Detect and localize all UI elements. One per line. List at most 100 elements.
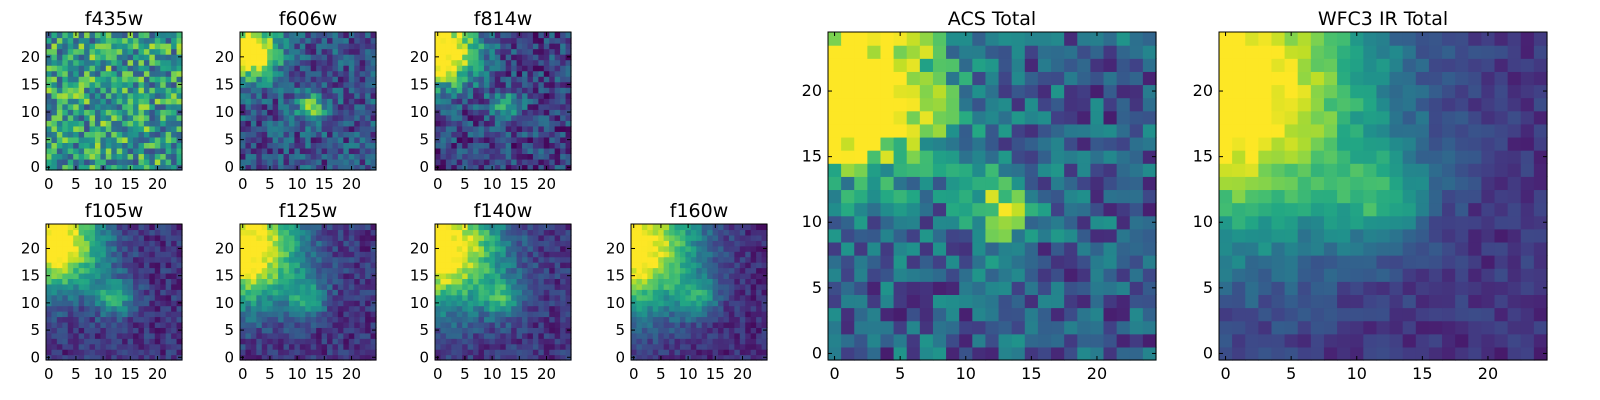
heatmap-cell bbox=[658, 262, 665, 269]
heatmap-cell bbox=[327, 229, 334, 236]
heatmap-cell bbox=[138, 262, 145, 269]
heatmap-cell bbox=[160, 316, 167, 323]
heatmap-cell bbox=[261, 234, 268, 241]
heatmap-cell bbox=[100, 76, 107, 83]
heatmap-cell bbox=[138, 147, 145, 155]
heatmap-cell bbox=[854, 281, 868, 295]
heatmap-cell bbox=[160, 283, 167, 290]
heatmap-cell bbox=[89, 327, 96, 334]
heatmap-cell bbox=[456, 267, 463, 274]
heatmap-cell bbox=[893, 346, 908, 361]
heatmap-cell bbox=[483, 136, 490, 143]
heatmap-cell bbox=[111, 142, 118, 149]
heatmap-cell bbox=[554, 70, 561, 77]
heatmap-cell bbox=[522, 229, 529, 236]
heatmap-cell bbox=[456, 32, 463, 39]
heatmap-cell bbox=[250, 316, 257, 323]
heatmap-cell bbox=[505, 164, 512, 171]
heatmap-cell bbox=[435, 267, 442, 274]
heatmap-cell bbox=[138, 43, 145, 50]
heatmap-cell bbox=[143, 332, 150, 339]
heatmap-cell bbox=[1103, 307, 1118, 322]
heatmap-cell bbox=[435, 98, 442, 105]
heatmap-cell bbox=[359, 272, 366, 279]
heatmap-cell bbox=[245, 37, 252, 44]
heatmap-cell bbox=[745, 354, 752, 361]
heatmap-cell bbox=[111, 305, 118, 312]
heatmap-cell bbox=[636, 311, 643, 318]
heatmap-cell bbox=[505, 109, 512, 116]
heatmap-cell bbox=[1129, 228, 1144, 243]
heatmap-cell bbox=[240, 305, 247, 312]
heatmap-cell bbox=[327, 158, 334, 166]
heatmap-cell bbox=[94, 158, 101, 166]
heatmap-cell bbox=[718, 327, 725, 334]
heatmap-cell bbox=[745, 327, 752, 334]
heatmap-cell bbox=[478, 349, 485, 356]
heatmap-cell bbox=[489, 332, 496, 339]
heatmap-cell bbox=[445, 109, 452, 116]
heatmap-cell bbox=[111, 283, 118, 290]
heatmap-cell bbox=[462, 272, 469, 279]
heatmap-cell bbox=[272, 267, 279, 274]
heatmap-cell bbox=[745, 234, 752, 241]
heatmap-cell bbox=[327, 349, 334, 356]
heatmap-cell bbox=[456, 300, 463, 307]
heatmap-cell bbox=[1090, 241, 1105, 256]
heatmap-cell bbox=[723, 321, 730, 328]
heatmap-cell bbox=[111, 125, 118, 132]
heatmap-cell bbox=[1064, 255, 1078, 269]
heatmap-cell bbox=[543, 43, 550, 50]
heatmap-cell bbox=[462, 300, 469, 307]
heatmap-cell bbox=[841, 202, 855, 217]
heatmap-cell bbox=[636, 289, 643, 296]
heatmap-cell bbox=[370, 98, 377, 105]
heatmap-cell bbox=[305, 109, 312, 116]
heatmap-cell bbox=[674, 267, 681, 274]
heatmap-cell bbox=[880, 333, 895, 348]
heatmap-cell bbox=[1037, 333, 1052, 348]
heatmap-cell bbox=[959, 189, 973, 204]
heatmap-cell bbox=[267, 70, 274, 77]
heatmap-cell bbox=[116, 81, 123, 88]
heatmap-cell bbox=[440, 98, 447, 105]
heatmap-cell bbox=[365, 256, 372, 263]
heatmap-cell bbox=[370, 87, 377, 94]
heatmap-cell bbox=[511, 125, 518, 132]
heatmap-cell bbox=[316, 289, 323, 296]
heatmap-cell bbox=[445, 70, 452, 77]
heatmap-cell bbox=[365, 109, 372, 116]
heatmap-cell bbox=[750, 332, 757, 339]
heatmap-cell bbox=[516, 229, 523, 236]
heatmap-cell bbox=[505, 343, 512, 350]
heatmap-cell bbox=[160, 300, 167, 307]
heatmap-cell bbox=[165, 338, 172, 345]
heatmap-cell bbox=[261, 81, 268, 88]
heatmap-cell bbox=[149, 327, 156, 334]
heatmap-cell bbox=[348, 234, 355, 241]
heatmap-cell bbox=[761, 338, 768, 345]
heatmap-cell bbox=[73, 300, 80, 307]
heatmap-cell bbox=[171, 59, 178, 66]
heatmap-cell bbox=[127, 125, 134, 132]
heatmap-cell bbox=[321, 294, 328, 301]
heatmap-cell bbox=[94, 136, 101, 143]
heatmap-cell bbox=[489, 229, 496, 236]
heatmap-cell bbox=[473, 262, 480, 269]
heatmap-cell bbox=[321, 76, 328, 83]
heatmap-cell bbox=[696, 338, 703, 345]
heatmap-cell bbox=[138, 251, 145, 258]
heatmap-cell bbox=[473, 354, 480, 361]
heatmap-cell bbox=[165, 158, 172, 166]
heatmap-cell bbox=[435, 87, 442, 94]
heatmap-cell bbox=[283, 48, 290, 55]
heatmap-cell bbox=[483, 278, 490, 285]
heatmap-cell bbox=[256, 147, 263, 155]
heatmap-cell bbox=[565, 338, 572, 345]
heatmap-cell bbox=[111, 136, 118, 143]
heatmap-cell bbox=[451, 327, 458, 334]
heatmap-cell bbox=[283, 120, 290, 127]
heatmap-cell bbox=[532, 103, 539, 110]
heatmap-cell bbox=[451, 234, 458, 241]
